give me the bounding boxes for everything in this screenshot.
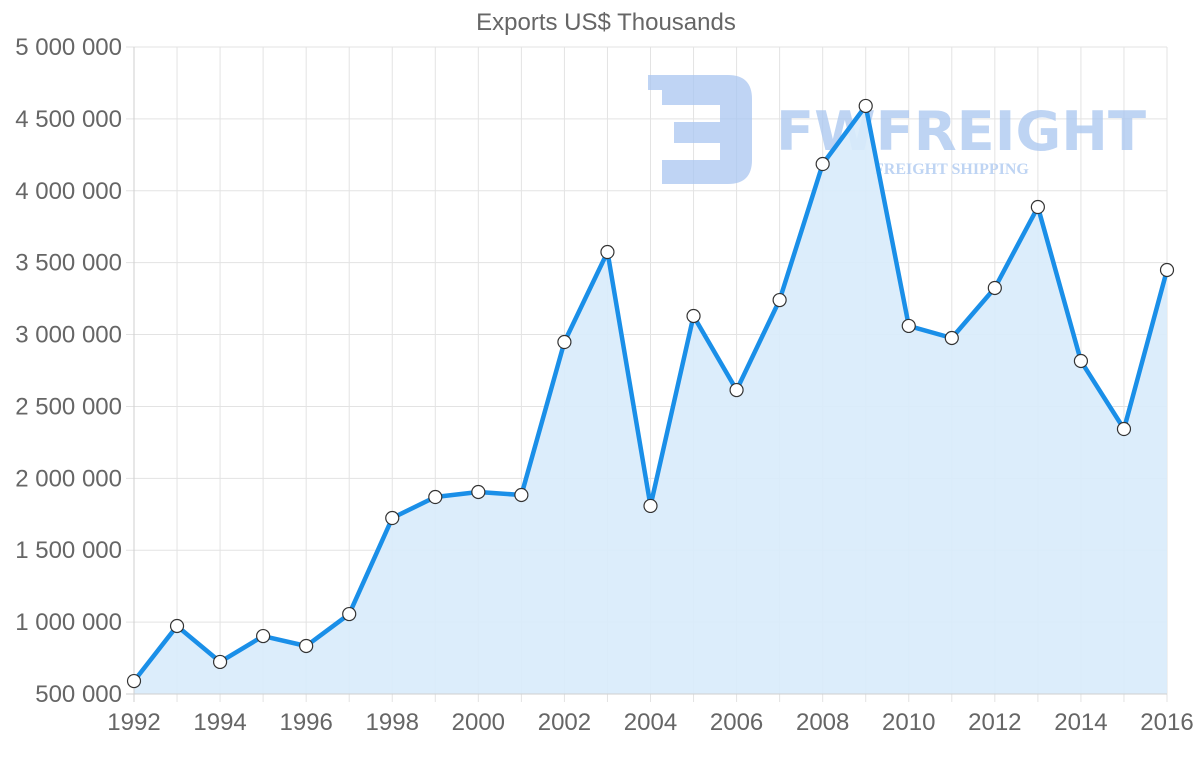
data-point-1998 (385, 510, 400, 526)
data-point-1999 (428, 489, 443, 505)
y-tick-label: 500 000 (35, 681, 122, 708)
data-point-2006 (729, 382, 744, 398)
x-tick-label: 2008 (796, 709, 849, 736)
data-point-2004 (643, 498, 658, 514)
y-tick-label: 2 500 000 (15, 393, 122, 420)
axes (126, 47, 1167, 702)
data-point-2001 (514, 487, 529, 503)
x-tick-label: 2002 (538, 709, 591, 736)
x-tick-label: 2000 (452, 709, 505, 736)
x-tick-label: 2014 (1054, 709, 1107, 736)
x-tick-label: 2010 (882, 709, 935, 736)
y-tick-label: 4 000 000 (15, 178, 122, 205)
data-point-2012 (987, 280, 1002, 296)
x-tick-label: 2016 (1140, 709, 1193, 736)
data-point-2016 (1159, 262, 1175, 278)
watermark-logo: FWFREIGHT FREIGHT SHIPPING (648, 75, 1146, 184)
y-tick-label: 1 500 000 (15, 537, 122, 564)
x-axis-ticks: 1992 1994 1996 1998 2000 2002 2004 2006 2008 2010… (107, 709, 1193, 736)
x-tick-label: 1994 (193, 709, 246, 736)
data-point-2009 (858, 98, 873, 114)
fwfreight-logo-icon (648, 75, 752, 184)
y-tick-label: 3 500 000 (15, 250, 122, 277)
y-axis-ticks: 5 000 000 4 500 000 4 000 000 3 500 000 3 00… (15, 34, 122, 708)
data-point-1992 (126, 673, 142, 689)
data-point-2002 (557, 334, 572, 350)
y-tick-label: 1 000 000 (15, 609, 122, 636)
area-fill (134, 105, 1167, 694)
data-point-2007 (772, 292, 787, 308)
data-point-1995 (256, 628, 271, 644)
x-tick-label: 1996 (279, 709, 332, 736)
data-point-2000 (471, 484, 486, 500)
data-point-1993 (169, 618, 185, 634)
data-point-2014 (1073, 353, 1089, 369)
x-tick-label: 2004 (624, 709, 677, 736)
data-point-2010 (901, 318, 916, 334)
chart-title: Exports US$ Thousands (476, 9, 736, 36)
data-point-2013 (1030, 199, 1045, 215)
x-tick-label: 1998 (366, 709, 419, 736)
data-point-1994 (212, 654, 228, 670)
y-tick-label: 4 500 000 (15, 106, 122, 133)
data-points (126, 98, 1175, 689)
data-point-2005 (686, 308, 701, 324)
y-tick-label: 2 000 000 (15, 465, 122, 492)
x-tick-label: 1992 (107, 709, 160, 736)
data-point-1997 (342, 606, 357, 622)
data-point-2011 (944, 330, 959, 346)
y-tick-label: 5 000 000 (15, 34, 122, 61)
x-tick-label: 2012 (968, 709, 1021, 736)
data-point-2015 (1116, 421, 1132, 437)
data-point-2008 (815, 156, 830, 172)
watermark-tagline: FREIGHT SHIPPING (874, 161, 1029, 178)
data-point-2003 (600, 244, 615, 260)
y-tick-label: 3 000 000 (15, 322, 122, 349)
data-point-1996 (299, 638, 314, 654)
x-tick-label: 2006 (710, 709, 763, 736)
